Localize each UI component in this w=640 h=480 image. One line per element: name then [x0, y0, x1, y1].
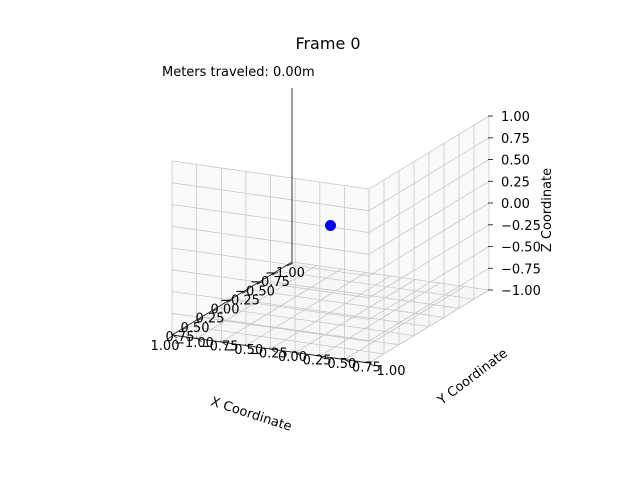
- x-tick-label: 0.00: [211, 303, 240, 318]
- x-tick-label: 0.50: [181, 321, 210, 336]
- y-tick-mark: [195, 337, 202, 342]
- x-tick-mark: [166, 335, 174, 340]
- floor-grid-line: [344, 286, 465, 360]
- y-tick-label: 0.25: [303, 354, 332, 369]
- z-tick-label: 0.00: [501, 197, 530, 212]
- floor-grid-line: [294, 279, 416, 353]
- x-tick-label: −0.50: [235, 284, 275, 299]
- z-tick-label: 0.75: [501, 132, 530, 147]
- left-wall-grid-line: [171, 204, 370, 233]
- y-tick-label: −0.50: [223, 343, 263, 358]
- tick-labels: −1.00−1.00−1.00−0.75−0.75−0.75−0.50−0.50…: [151, 110, 541, 379]
- z-tick-label: −0.50: [501, 241, 541, 256]
- right-wall-grid-line: [368, 159, 490, 233]
- x-tick-label: 0.75: [166, 330, 195, 345]
- z-tick-label: −1.00: [501, 284, 541, 299]
- z-tick-label: 0.50: [501, 154, 530, 169]
- y-tick-label: 0.50: [327, 357, 356, 372]
- left-wall-grid-line: [171, 182, 370, 212]
- x-tick-mark: [241, 289, 249, 294]
- right-wall-grid-line: [368, 115, 490, 190]
- y-tick-label: −0.75: [199, 340, 239, 355]
- floor-grid-line: [201, 316, 400, 346]
- x-tick-label: 1.00: [151, 339, 180, 354]
- tick-marks: [166, 115, 493, 367]
- floor-grid-line: [368, 289, 490, 364]
- left-wall-grid-line: [171, 247, 370, 277]
- distance-annotation: Meters traveled: 0.00m: [162, 65, 315, 80]
- x-tick-label: −0.25: [220, 293, 260, 308]
- y-tick-label: −1.00: [174, 336, 214, 351]
- y-tick-label: 1.00: [377, 364, 406, 379]
- z-axis-label: Z Coordinate: [540, 168, 555, 252]
- data-points: [325, 220, 336, 231]
- y-tick-mark: [367, 361, 375, 367]
- left-wall-grid-line: [171, 160, 370, 190]
- chart-title: Frame 0: [295, 34, 360, 53]
- x-tick-mark: [286, 262, 294, 267]
- y-tick-mark: [269, 347, 276, 353]
- right-wall-grid-line: [368, 137, 490, 212]
- x-tick-mark: [256, 280, 264, 285]
- y-tick-label: 0.75: [352, 361, 381, 376]
- y-axis-label: Y Coordinate: [434, 346, 510, 409]
- grid-lines: [171, 115, 490, 364]
- x-tick-label: −1.00: [265, 266, 305, 281]
- right-wall-grid-line: [368, 202, 490, 277]
- x-axis-line: [171, 261, 293, 336]
- y-tick-mark: [343, 358, 350, 363]
- x-tick-label: −0.75: [250, 275, 290, 290]
- x-tick-mark: [181, 326, 189, 331]
- floor-grid-line: [270, 275, 391, 350]
- z-tick-label: 0.25: [501, 175, 530, 190]
- floor-grid-line: [186, 325, 385, 355]
- z-tick-label: −0.25: [501, 219, 541, 234]
- floor-grid-line: [216, 307, 415, 336]
- z-tick-label: 1.00: [501, 110, 530, 125]
- x-tick-mark: [271, 271, 279, 276]
- right-wall-grid-line: [368, 180, 490, 255]
- z-tick-label: −0.75: [501, 262, 541, 277]
- floor-grid-line: [319, 282, 441, 357]
- y-tick-mark: [318, 354, 326, 360]
- x-tick-mark: [211, 308, 219, 313]
- y-tick-mark: [170, 333, 178, 339]
- x-tick-mark: [226, 299, 234, 303]
- left-wall-grid-line: [171, 225, 370, 255]
- y-tick-label: −0.25: [248, 347, 288, 362]
- x-tick-label: 0.25: [196, 312, 225, 327]
- x-axis-label: X Coordinate: [209, 395, 294, 435]
- y-tick-label: 0.00: [278, 350, 307, 365]
- y-tick-mark: [244, 344, 252, 349]
- x-tick-mark: [196, 317, 204, 322]
- y-tick-mark: [220, 340, 227, 346]
- data-point: [325, 220, 336, 231]
- y-tick-mark: [293, 351, 301, 356]
